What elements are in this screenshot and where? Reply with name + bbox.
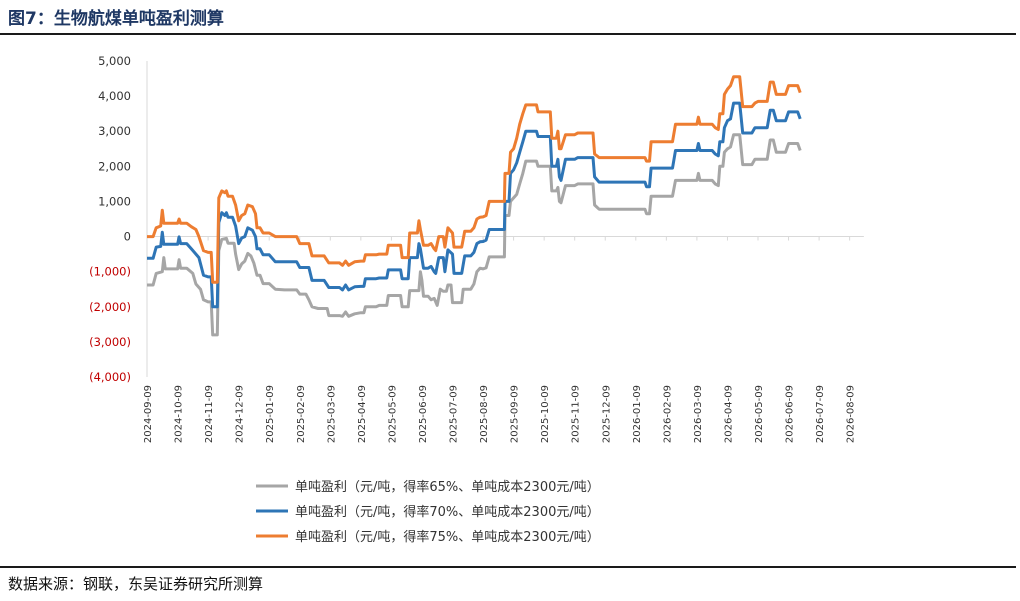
x-tick-label: 2024-09-09 — [143, 385, 154, 443]
legend-label-3: 单吨盈利（元/吨，得率75%、单吨成本2300元/吨） — [295, 529, 600, 545]
title-divider — [0, 33, 1016, 35]
x-tick-label: 2026-06-09 — [785, 385, 796, 443]
x-tick-label: 2026-01-09 — [632, 385, 643, 443]
x-tick-label: 2025-02-09 — [296, 385, 307, 443]
x-tick-label: 2026-04-09 — [723, 385, 734, 443]
y-tick-label: (1,000) — [89, 265, 131, 279]
x-tick-label: 2025-05-09 — [387, 385, 398, 443]
x-tick-label: 2026-03-09 — [693, 385, 704, 443]
x-tick-label: 2025-08-09 — [479, 385, 490, 443]
source-note: 数据来源：钢联，东吴证券研究所测算 — [8, 575, 264, 593]
y-tick-label: (3,000) — [89, 335, 131, 349]
x-axis-ticks: 2024-09-09 2024-10-09 2024-11-09 2024-12-09… — [143, 236, 857, 443]
x-tick-label: 2026-08-09 — [846, 385, 857, 443]
x-tick-label: 2025-11-09 — [571, 385, 582, 443]
x-tick-label: 2024-10-09 — [174, 385, 185, 443]
x-tick-label: 2026-02-09 — [662, 385, 673, 443]
x-tick-label: 2025-04-09 — [357, 385, 368, 443]
x-tick-label: 2025-03-09 — [326, 385, 337, 443]
legend-label-2: 单吨盈利（元/吨，得率70%、单吨成本2300元/吨） — [295, 504, 600, 520]
x-tick-label: 2025-09-09 — [510, 385, 521, 443]
x-tick-label: 2025-06-09 — [418, 385, 429, 443]
series-line-3 — [147, 75, 802, 284]
series-lines — [147, 75, 802, 337]
x-tick-label: 2025-01-09 — [265, 385, 276, 443]
x-tick-label: 2024-11-09 — [204, 385, 215, 443]
y-tick-label: 3,000 — [98, 124, 131, 138]
y-tick-label: 2,000 — [98, 159, 131, 173]
y-tick-label: (4,000) — [89, 370, 131, 384]
legend-label-1: 单吨盈利（元/吨，得率65%、单吨成本2300元/吨） — [295, 479, 600, 495]
x-tick-label: 2025-10-09 — [540, 385, 551, 443]
x-tick-label: 2025-12-09 — [601, 385, 612, 443]
y-tick-label: 0 — [124, 230, 131, 244]
y-tick-label: (2,000) — [89, 300, 131, 314]
y-tick-label: 5,000 — [98, 54, 131, 68]
series-line-2 — [147, 101, 802, 309]
x-tick-label: 2025-07-09 — [449, 385, 460, 443]
x-tick-label: 2026-05-09 — [754, 385, 765, 443]
figure-title: 图7：生物航煤单吨盈利测算 — [8, 9, 224, 29]
chart-legend: 单吨盈利（元/吨，得率65%、单吨成本2300元/吨） 单吨盈利（元/吨，得率70… — [256, 479, 600, 545]
x-tick-label: 2024-12-09 — [235, 385, 246, 443]
x-tick-label: 2026-07-09 — [815, 385, 826, 443]
y-tick-label: 1,000 — [98, 194, 131, 208]
source-divider — [0, 566, 1016, 568]
y-axis-ticks: 5,000 4,000 3,000 2,000 1,000 0 (1,000) (2,000)… — [89, 54, 131, 384]
y-tick-label: 4,000 — [98, 89, 131, 103]
series-line-1 — [147, 133, 802, 337]
